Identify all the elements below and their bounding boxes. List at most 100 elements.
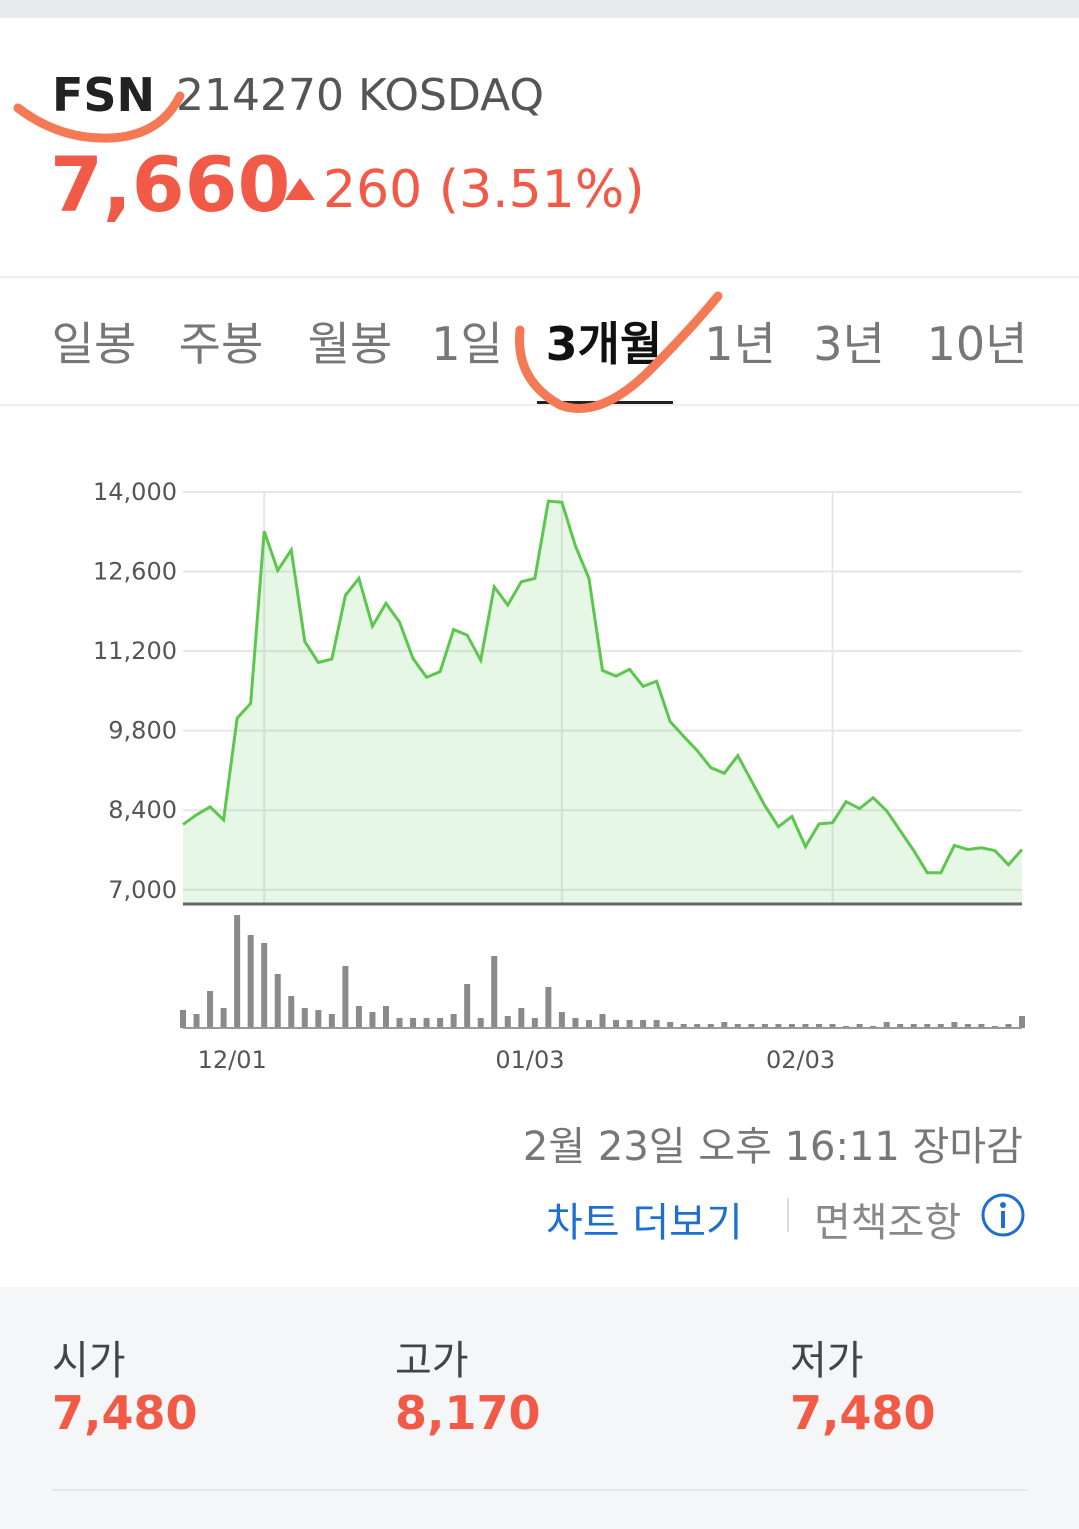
divider <box>0 276 1079 278</box>
divider <box>52 1489 1027 1491</box>
volume-bar <box>775 1024 782 1028</box>
volume-bar <box>734 1024 741 1028</box>
volume-bar <box>180 1010 186 1028</box>
volume-bar <box>626 1020 633 1028</box>
volume-bar <box>491 956 498 1028</box>
divider <box>0 404 1079 406</box>
volume-bar <box>342 966 349 1028</box>
volume-bar <box>220 1008 227 1028</box>
volume-bar <box>234 915 241 1028</box>
volume-bar <box>396 1018 403 1028</box>
volume-bar <box>937 1024 944 1028</box>
volume-bar <box>653 1020 660 1028</box>
volume-bar <box>883 1022 890 1028</box>
y-tick-label: 11,200 <box>93 637 177 665</box>
volume-bar <box>667 1022 674 1028</box>
volume-bar <box>261 943 268 1028</box>
volume-bar <box>288 996 295 1028</box>
y-tick-label: 9,800 <box>108 717 177 745</box>
volume-bar <box>599 1014 606 1028</box>
volume-bar <box>382 1006 389 1028</box>
volume-bar <box>437 1018 444 1028</box>
volume-bar <box>707 1024 714 1028</box>
volume-bar <box>572 1018 579 1028</box>
volume-bar <box>423 1018 430 1028</box>
volume-bar <box>761 1024 768 1028</box>
x-tick-label: 12/01 <box>198 1046 267 1074</box>
volume-bar <box>829 1024 836 1028</box>
disclaimer-link[interactable]: 면책조항 <box>814 1200 962 1246</box>
volume-bar <box>951 1022 958 1028</box>
top-bar <box>0 0 1079 18</box>
more-link[interactable]: 차트 더보기 <box>546 1200 743 1246</box>
volume-bar <box>964 1024 971 1028</box>
volume-bar <box>910 1024 917 1028</box>
x-tick-label: 01/03 <box>495 1046 564 1074</box>
info-icon[interactable] <box>980 1192 1026 1238</box>
volume-bar <box>531 1018 538 1028</box>
volume-bar <box>748 1024 755 1028</box>
area <box>183 501 1022 904</box>
volume-bar <box>1005 1024 1012 1028</box>
tab[interactable]: 3개월 <box>545 317 663 371</box>
volume-bar <box>504 1016 511 1028</box>
price-line <box>182 499 1024 875</box>
ticker: FSN <box>52 68 156 122</box>
up-icon <box>285 178 315 200</box>
link-separator <box>787 1198 789 1232</box>
price: 7,660 <box>50 140 291 229</box>
volume-bar <box>328 1014 335 1028</box>
tab[interactable]: 3년 <box>813 317 885 371</box>
volume-bar <box>207 991 214 1028</box>
volume-bar <box>978 1024 985 1028</box>
volume-bar <box>640 1020 647 1028</box>
tab[interactable]: 일봉 <box>51 317 137 371</box>
tab[interactable]: 월봉 <box>307 317 393 371</box>
volume-bar <box>1019 1016 1025 1028</box>
tab[interactable]: 1일 <box>431 317 503 371</box>
volume-bar <box>518 1008 525 1028</box>
volume-bar <box>585 1020 592 1028</box>
volume-bar <box>721 1022 728 1028</box>
volume-bar <box>301 1008 308 1028</box>
volume-bar <box>247 935 254 1028</box>
stats-panel <box>0 1287 1079 1529</box>
stat-label: 고가 <box>395 1338 469 1384</box>
volume-bar <box>924 1024 931 1028</box>
volume-bar <box>816 1024 823 1028</box>
volume-bar <box>477 1018 484 1028</box>
volume-bar <box>558 1012 565 1028</box>
volume-bar <box>315 1010 322 1028</box>
tab[interactable]: 주봉 <box>178 317 264 371</box>
stat-label: 시가 <box>52 1338 126 1384</box>
tab[interactable]: 10년 <box>926 317 1028 371</box>
tab[interactable]: 1년 <box>704 317 776 371</box>
volume-bar <box>450 1014 457 1028</box>
volume-bar <box>193 1014 200 1028</box>
stat-label: 저가 <box>790 1338 864 1384</box>
annotation-marks <box>13 91 723 413</box>
y-tick-label: 7,000 <box>108 876 177 904</box>
stat-value: 7,480 <box>790 1386 936 1440</box>
stat-value: 8,170 <box>395 1386 541 1440</box>
volume-bar <box>410 1018 417 1028</box>
volume-bar <box>802 1024 809 1028</box>
volume-bar <box>788 1024 795 1028</box>
x-tick-label: 02/03 <box>766 1046 835 1074</box>
y-tick-label: 14,000 <box>93 478 177 506</box>
volume-bar <box>680 1024 687 1028</box>
volume-bar <box>464 984 471 1028</box>
volume-bar <box>355 1006 362 1028</box>
volume-bar <box>856 1024 863 1028</box>
chart: 7,000 8,400 9,800 11,200 12,600 14,000 12/01 01… <box>93 478 1025 1074</box>
change: 260 (3.51%) <box>323 160 645 220</box>
status: 2월 23일 오후 16:11 장마감 <box>522 1124 1023 1170</box>
volume-bar <box>545 987 552 1028</box>
y-tick-label: 8,400 <box>108 796 177 824</box>
volume-bar <box>897 1024 904 1028</box>
stat-value: 7,480 <box>52 1386 198 1440</box>
volume-bar <box>274 974 281 1028</box>
volume-bar <box>369 1012 376 1028</box>
y-tick-label: 12,600 <box>93 558 177 586</box>
